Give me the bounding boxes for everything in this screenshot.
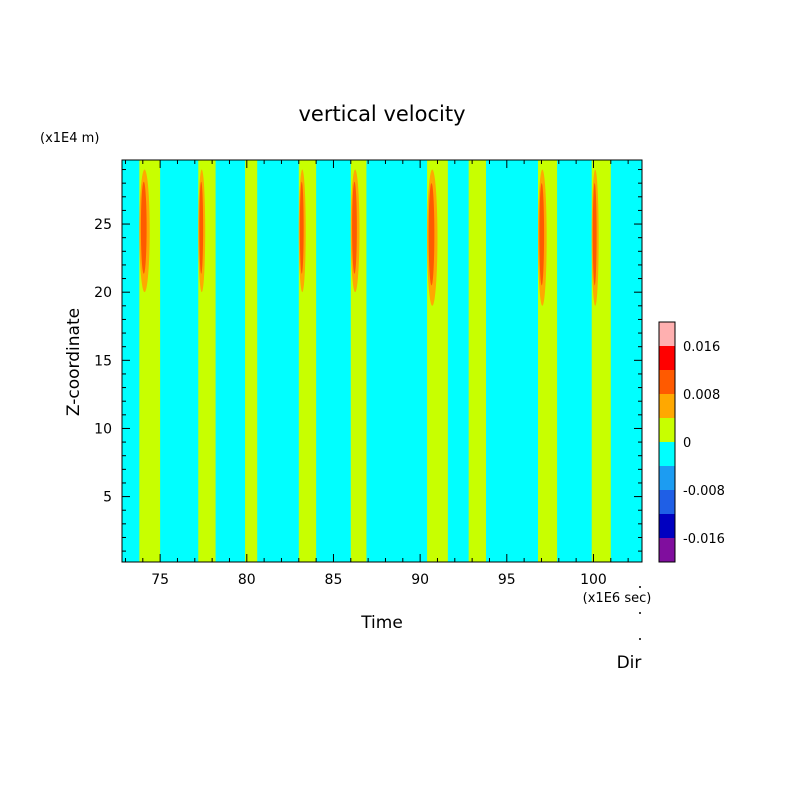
plot-frame	[121, 159, 643, 563]
x-tick-label: 90	[411, 572, 429, 588]
chart-title: vertical velocity	[298, 102, 465, 126]
x-axis-label: Time	[360, 613, 403, 633]
colorbar-swatch	[659, 394, 675, 418]
direction-dot	[639, 638, 641, 640]
colorbar-tick-label: 0.008	[683, 388, 720, 403]
velocity-peak-core	[592, 183, 597, 286]
colorbar-tick-label: -0.008	[683, 484, 725, 499]
colorbar-swatch	[659, 322, 675, 346]
x-tick-labels: 75 80 85 90 95 100	[151, 572, 607, 588]
y-tick-label: 25	[94, 217, 112, 233]
updraft-band	[468, 160, 486, 562]
contour-field	[122, 160, 642, 562]
direction-markers	[639, 586, 641, 640]
colorbar-swatch	[659, 418, 675, 442]
colorbar: 0.016 0.008 0 -0.008 -0.016	[658, 321, 725, 563]
velocity-peak-core	[299, 181, 304, 274]
colorbar-swatch	[659, 442, 675, 466]
y-tick-label: 15	[94, 353, 112, 369]
x-tick-label: 95	[498, 572, 516, 588]
y-tick-label: 10	[94, 421, 112, 437]
y-tick-labels: 5 10 15 20 25	[94, 217, 112, 506]
x-tick-label: 80	[238, 572, 256, 588]
velocity-peak-core	[199, 181, 204, 274]
colorbar-tick-label: -0.016	[683, 532, 725, 547]
y-axis-label: Z-coordinate	[64, 308, 84, 416]
x-tick-label: 75	[151, 572, 169, 588]
y-tick-label: 5	[103, 490, 112, 506]
x-tick-label: 100	[580, 572, 607, 588]
colorbar-swatch	[659, 490, 675, 514]
updraft-band	[245, 160, 258, 562]
y-scale-label: (x1E4 m)	[40, 131, 99, 146]
velocity-peak-core	[539, 183, 545, 286]
plot-axes	[121, 159, 643, 563]
x-tick-label: 85	[325, 572, 343, 588]
direction-dot	[639, 612, 641, 614]
y-tick-label: 20	[94, 285, 112, 301]
colorbar-swatch	[659, 346, 675, 370]
direction-label: Dir	[617, 653, 642, 673]
velocity-peak-core	[140, 181, 147, 274]
direction-dot	[639, 586, 641, 588]
velocity-peak-core	[352, 181, 357, 274]
colorbar-swatch	[659, 466, 675, 490]
colorbar-swatch	[659, 538, 675, 562]
velocity-peak-core	[428, 183, 435, 286]
colorbar-tick-label: 0.016	[683, 340, 720, 355]
colorbar-swatch	[659, 370, 675, 394]
colorbar-tick-label: 0	[683, 436, 691, 451]
colorbar-frame	[658, 321, 676, 563]
x-scale-label: (x1E6 sec)	[583, 591, 652, 606]
colorbar-swatch	[659, 514, 675, 538]
